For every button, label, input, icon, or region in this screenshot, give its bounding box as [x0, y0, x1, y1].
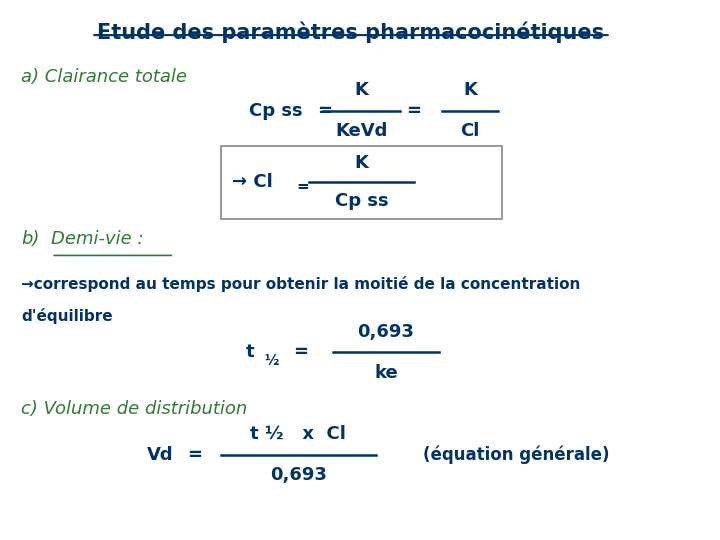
Text: K: K [354, 154, 369, 172]
Text: =: = [293, 343, 307, 361]
Text: Demi-vie :: Demi-vie : [51, 230, 144, 247]
Text: t: t [246, 343, 254, 361]
Text: KeVd: KeVd [336, 122, 387, 140]
Text: =: = [296, 179, 309, 194]
Text: Etude des paramètres pharmacocinétiques: Etude des paramètres pharmacocinétiques [97, 22, 605, 43]
Text: Cp ss: Cp ss [335, 192, 388, 210]
Text: Cl: Cl [461, 122, 480, 140]
Text: K: K [354, 81, 369, 99]
Text: → Cl: → Cl [232, 173, 272, 191]
Text: a) Clairance totale: a) Clairance totale [21, 68, 187, 85]
Text: t ½   x  Cl: t ½ x Cl [251, 425, 346, 443]
Text: 0,693: 0,693 [270, 466, 327, 484]
Text: →correspond au temps pour obtenir la moitié de la concentration: →correspond au temps pour obtenir la moi… [21, 276, 580, 293]
Text: ½: ½ [264, 354, 278, 368]
Text: 0,693: 0,693 [358, 322, 415, 341]
Text: Cp ss: Cp ss [249, 102, 303, 120]
Text: Vd: Vd [148, 446, 174, 464]
Text: K: K [464, 81, 477, 99]
Text: =: = [318, 102, 333, 120]
Text: =: = [187, 446, 202, 464]
Text: b): b) [21, 230, 40, 247]
FancyBboxPatch shape [221, 146, 502, 219]
Text: (équation générale): (équation générale) [423, 446, 610, 464]
Text: =: = [407, 102, 422, 120]
Text: d'équilibre: d'équilibre [21, 308, 113, 324]
Text: c) Volume de distribution: c) Volume de distribution [21, 400, 247, 417]
Text: ke: ke [374, 363, 398, 382]
